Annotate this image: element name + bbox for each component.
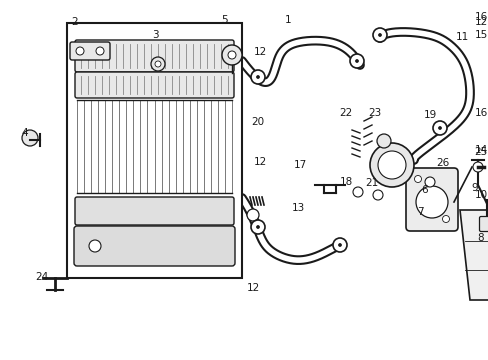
Text: 16: 16 xyxy=(473,12,487,22)
Text: 19: 19 xyxy=(423,110,436,120)
FancyBboxPatch shape xyxy=(75,40,234,72)
Text: 10: 10 xyxy=(473,190,487,200)
Text: 14: 14 xyxy=(473,145,487,155)
Text: 7: 7 xyxy=(416,207,423,217)
Text: 12: 12 xyxy=(253,47,266,57)
Text: 26: 26 xyxy=(435,158,448,168)
FancyBboxPatch shape xyxy=(74,226,235,266)
Text: 25: 25 xyxy=(473,147,487,157)
Polygon shape xyxy=(459,210,488,300)
Circle shape xyxy=(256,76,259,78)
Text: 21: 21 xyxy=(365,178,378,188)
Circle shape xyxy=(332,238,346,252)
Text: 13: 13 xyxy=(291,203,304,213)
Text: 16: 16 xyxy=(473,108,487,118)
Text: 11: 11 xyxy=(454,32,468,42)
Circle shape xyxy=(222,45,242,65)
Text: 12: 12 xyxy=(253,157,266,167)
Circle shape xyxy=(338,243,341,247)
Text: 5: 5 xyxy=(221,15,228,25)
Circle shape xyxy=(414,176,421,183)
Text: 4: 4 xyxy=(21,128,28,138)
Text: 1: 1 xyxy=(284,15,291,25)
Circle shape xyxy=(155,61,161,67)
FancyBboxPatch shape xyxy=(75,72,234,98)
Text: 8: 8 xyxy=(477,233,483,243)
Circle shape xyxy=(378,33,381,36)
Bar xyxy=(67,23,242,278)
Circle shape xyxy=(151,57,164,71)
Circle shape xyxy=(22,130,38,146)
Circle shape xyxy=(96,47,104,55)
FancyBboxPatch shape xyxy=(479,216,488,231)
Circle shape xyxy=(355,59,358,63)
Circle shape xyxy=(89,240,101,252)
Circle shape xyxy=(349,54,363,68)
Circle shape xyxy=(352,187,362,197)
Circle shape xyxy=(424,177,434,187)
Text: 23: 23 xyxy=(367,108,381,118)
Text: 17: 17 xyxy=(293,160,306,170)
FancyBboxPatch shape xyxy=(405,168,457,231)
Text: 24: 24 xyxy=(35,272,48,282)
Text: 22: 22 xyxy=(339,108,352,118)
Circle shape xyxy=(472,162,482,172)
Circle shape xyxy=(377,151,405,179)
Text: 12: 12 xyxy=(246,283,259,293)
Text: 15: 15 xyxy=(473,30,487,40)
Circle shape xyxy=(250,220,264,234)
Text: 3: 3 xyxy=(151,30,158,40)
Circle shape xyxy=(376,134,390,148)
Circle shape xyxy=(250,70,264,84)
Circle shape xyxy=(438,126,441,130)
FancyBboxPatch shape xyxy=(75,197,234,225)
Circle shape xyxy=(432,121,446,135)
Circle shape xyxy=(76,47,84,55)
Text: 12: 12 xyxy=(473,17,487,27)
Circle shape xyxy=(369,143,413,187)
Circle shape xyxy=(246,209,259,221)
Circle shape xyxy=(372,190,382,200)
Text: 9: 9 xyxy=(471,183,477,193)
Circle shape xyxy=(256,225,259,229)
Text: 18: 18 xyxy=(339,177,352,187)
Circle shape xyxy=(415,186,447,218)
Text: 20: 20 xyxy=(251,117,264,127)
Text: 2: 2 xyxy=(72,17,78,27)
Circle shape xyxy=(227,51,236,59)
Circle shape xyxy=(442,216,448,222)
FancyBboxPatch shape xyxy=(70,42,110,60)
Text: 6: 6 xyxy=(421,185,427,195)
Circle shape xyxy=(372,28,386,42)
